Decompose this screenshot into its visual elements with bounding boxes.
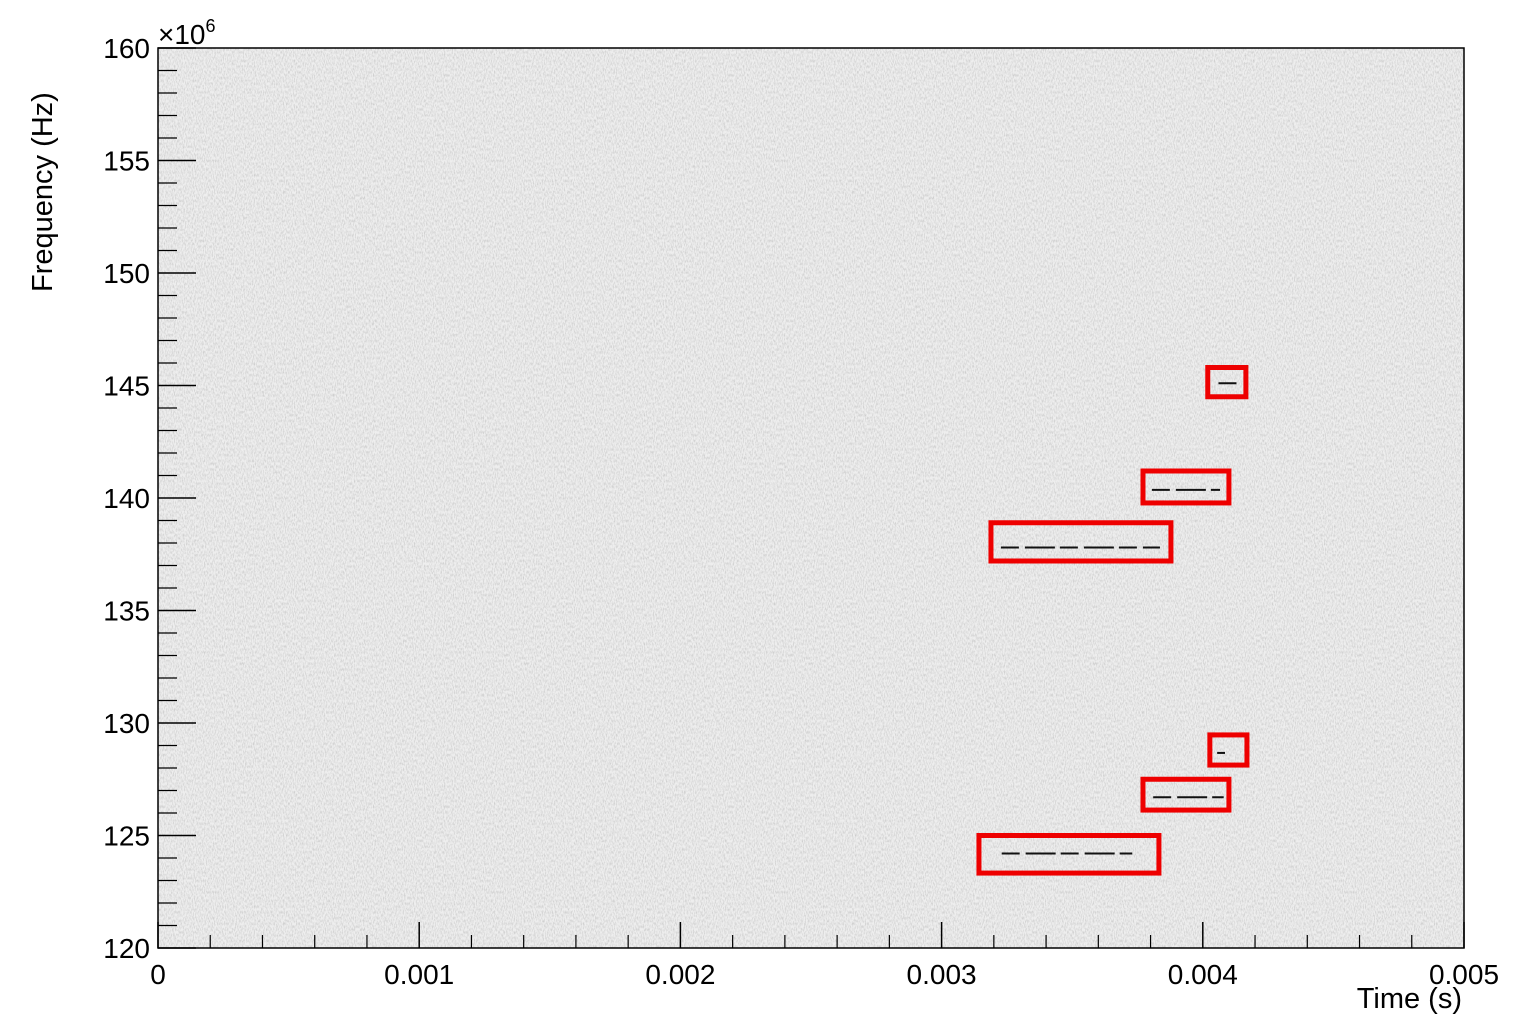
x-tick-label: 0.004 xyxy=(1168,959,1238,990)
x-tick-label: 0.002 xyxy=(645,959,715,990)
y-exponent: ×106 xyxy=(158,16,216,50)
x-tick-label: 0.005 xyxy=(1429,959,1499,990)
y-tick-label: 145 xyxy=(103,371,150,402)
y-tick-label: 140 xyxy=(103,483,150,514)
x-tick-label: 0.001 xyxy=(384,959,454,990)
x-axis-title: Time (s) xyxy=(1357,983,1462,1015)
y-tick-label: 160 xyxy=(103,33,150,64)
highlight-box xyxy=(1207,732,1250,768)
x-tick-label: 0 xyxy=(150,959,166,990)
highlight-box xyxy=(976,833,1162,876)
y-tick-label: 120 xyxy=(103,933,150,964)
x-tick-label: 0.003 xyxy=(907,959,977,990)
highlight-box xyxy=(1140,776,1232,813)
y-axis-title: Frequency (Hz) xyxy=(27,92,59,292)
noise xyxy=(158,48,1464,948)
y-tick-label: 155 xyxy=(103,146,150,177)
plot-area xyxy=(158,48,1464,948)
highlight-box xyxy=(1140,468,1232,506)
y-tick-label: 130 xyxy=(103,708,150,739)
y-exponent-power: 6 xyxy=(206,16,216,36)
y-tick-label: 135 xyxy=(103,596,150,627)
highlight-box xyxy=(988,520,1174,564)
y-tick-label: 125 xyxy=(103,821,150,852)
y-exponent-base: ×10 xyxy=(158,19,206,50)
highlight-box xyxy=(1205,365,1249,400)
y-tick-label: 150 xyxy=(103,258,150,289)
